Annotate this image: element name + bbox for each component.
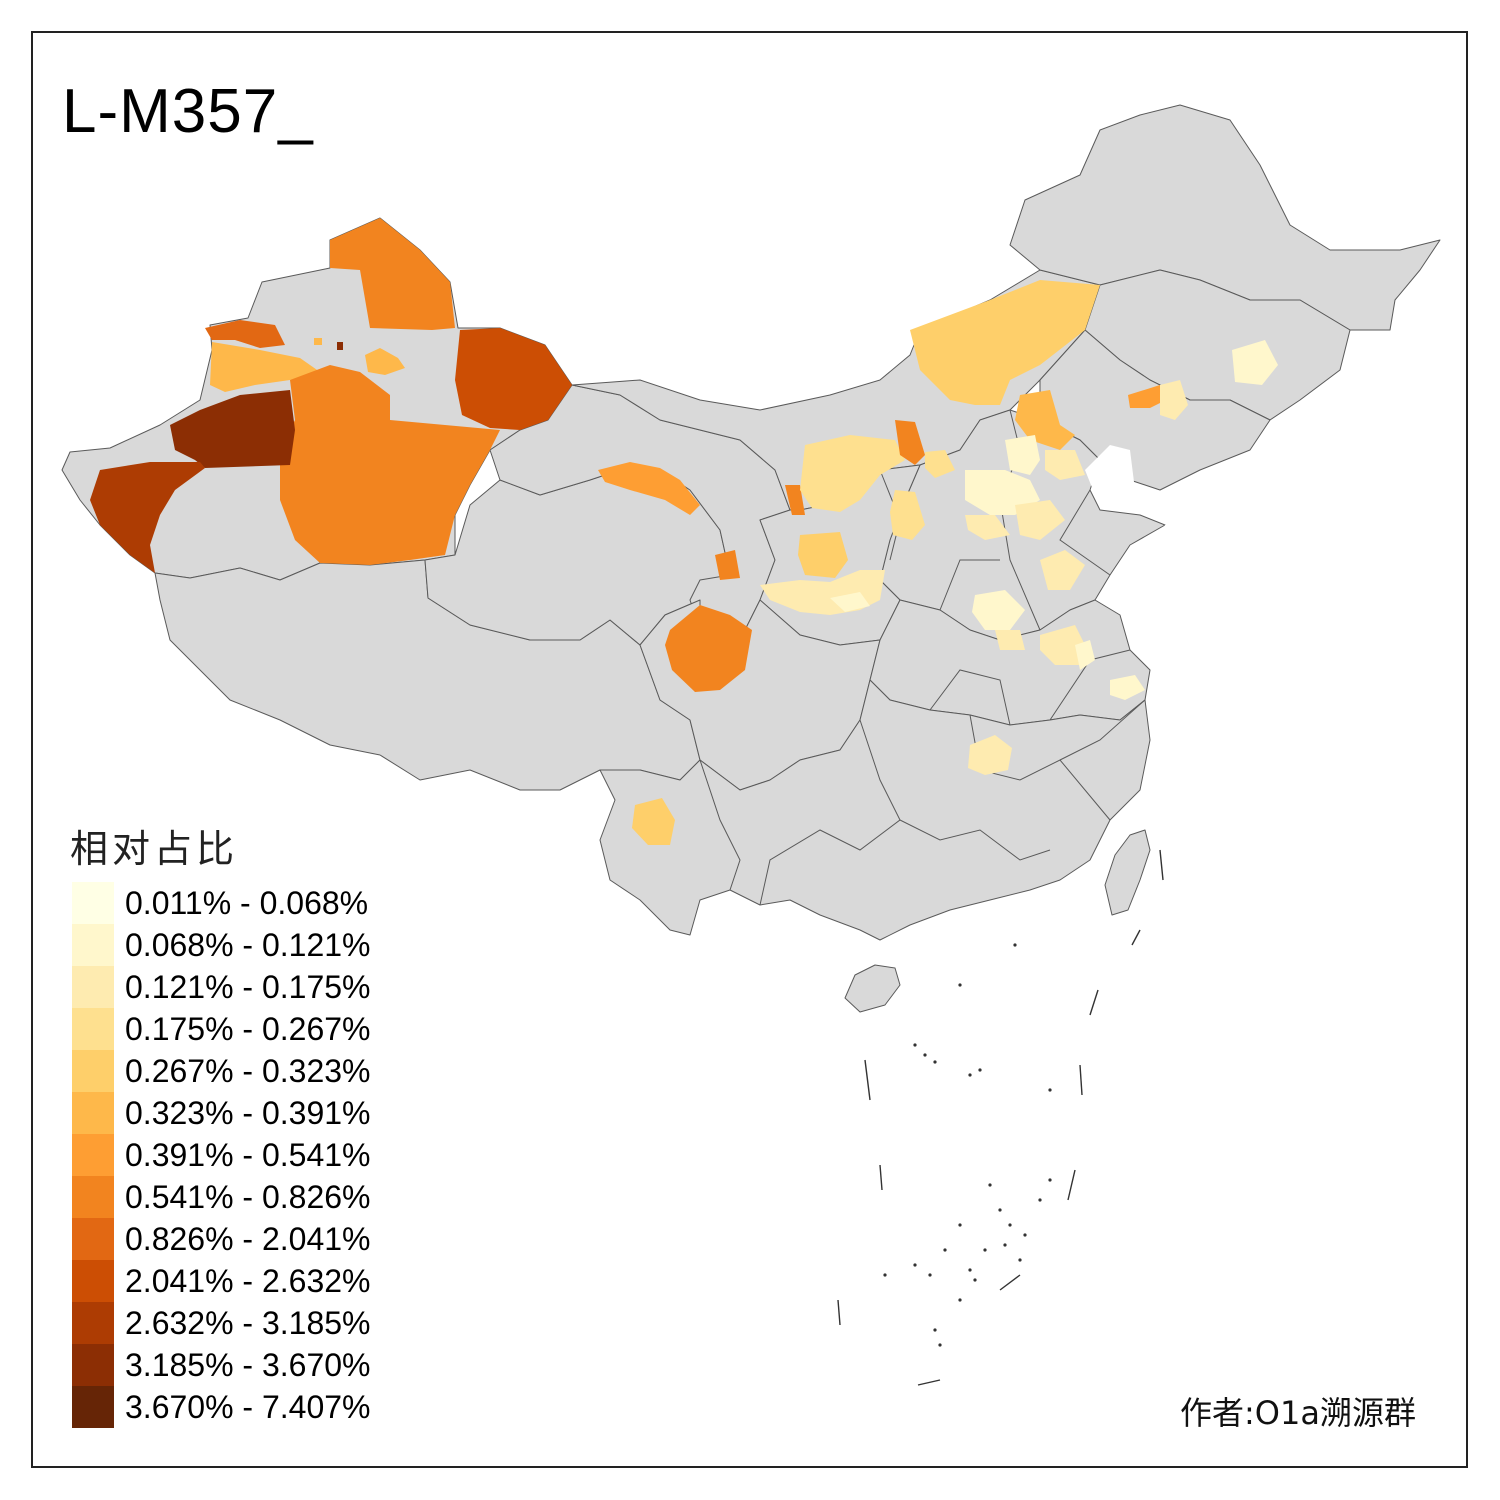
legend-label: 0.175% - 0.267% xyxy=(125,1011,371,1047)
bohai-sea xyxy=(1085,445,1135,500)
map-title: L-M357_ xyxy=(62,77,314,146)
legend-swatch xyxy=(72,1302,114,1344)
region-xilingol xyxy=(910,280,1100,405)
region-hengshui xyxy=(1015,500,1065,540)
region-shandong xyxy=(1040,550,1085,590)
legend-swatch xyxy=(72,966,114,1008)
region-yunnan xyxy=(632,798,675,845)
legend-item: 0.011% - 0.068% xyxy=(72,882,412,924)
legend-swatch xyxy=(72,1050,114,1092)
legend-label: 3.185% - 3.670% xyxy=(125,1347,371,1383)
legend-label: 0.068% - 0.121% xyxy=(125,927,371,963)
region-haixi xyxy=(598,462,700,515)
region-jiangsu xyxy=(1075,640,1095,670)
region-tangshan xyxy=(1045,450,1085,480)
legend-swatch xyxy=(72,1218,114,1260)
legend-title: 相对占比 xyxy=(70,827,239,871)
legend-item: 0.068% - 0.121% xyxy=(72,924,412,966)
region-shanxi xyxy=(890,490,925,540)
region-gansu-small xyxy=(785,485,805,515)
legend-item: 3.670% - 7.407% xyxy=(72,1386,412,1428)
legend-label: 0.121% - 0.175% xyxy=(125,969,371,1005)
region-xinyang xyxy=(995,630,1025,650)
region-hunan xyxy=(968,735,1012,775)
legend-item: 0.175% - 0.267% xyxy=(72,1008,412,1050)
region-hohhot xyxy=(895,420,925,465)
region-shenyang xyxy=(1160,380,1188,420)
legend-item: 0.391% - 0.541% xyxy=(72,1134,412,1176)
region-xian xyxy=(830,592,870,612)
region-yanan xyxy=(798,532,848,578)
legend-swatch xyxy=(72,1386,114,1428)
legend-swatch xyxy=(72,882,114,924)
region-dingxi xyxy=(715,550,740,580)
region-shihezi xyxy=(365,348,405,375)
region-tiny2 xyxy=(314,338,322,345)
region-ordos xyxy=(800,435,905,512)
legend-label: 0.267% - 0.323% xyxy=(125,1053,371,1089)
author-credit: 作者:O1a溯源群 xyxy=(1180,1394,1416,1432)
region-shanghai xyxy=(1110,675,1145,700)
region-yili xyxy=(210,342,320,392)
legend-label: 0.826% - 2.041% xyxy=(125,1221,371,1257)
legend-label: 0.323% - 0.391% xyxy=(125,1095,371,1131)
legend-label: 0.011% - 0.068% xyxy=(125,885,369,921)
legend-label: 0.391% - 0.541% xyxy=(125,1137,371,1173)
province-hainan xyxy=(844,964,901,1013)
base-map xyxy=(61,104,1441,1013)
region-tiny xyxy=(337,342,343,350)
region-beijing xyxy=(1005,435,1040,475)
yellow-sea-coast xyxy=(1130,525,1200,620)
legend-label: 0.541% - 0.826% xyxy=(125,1179,371,1215)
region-bortala xyxy=(205,320,285,348)
legend-label: 2.632% - 3.185% xyxy=(125,1305,371,1341)
legend-swatch xyxy=(72,1260,114,1302)
province-taiwan xyxy=(1104,829,1151,916)
legend-item: 2.632% - 3.185% xyxy=(72,1302,412,1344)
region-hami xyxy=(455,328,572,430)
region-jilin xyxy=(1232,340,1278,385)
region-ganzi xyxy=(665,605,752,692)
region-kashgar xyxy=(90,462,205,573)
legend-item: 0.826% - 2.041% xyxy=(72,1218,412,1260)
region-shijiazhuang xyxy=(965,515,1010,540)
legend-item: 0.121% - 0.175% xyxy=(72,966,412,1008)
legend-item: 3.185% - 3.670% xyxy=(72,1344,412,1386)
sea-cutouts xyxy=(1085,445,1200,620)
region-hebei-1 xyxy=(965,470,1040,515)
legend-label: 3.670% - 7.407% xyxy=(125,1389,371,1425)
map-frame xyxy=(31,31,1468,1468)
legend-item: 2.041% - 2.632% xyxy=(72,1260,412,1302)
region-zhangjiakou xyxy=(925,450,955,478)
region-fuxin xyxy=(1128,385,1170,408)
legend-swatch xyxy=(72,1344,114,1386)
islands xyxy=(837,849,1164,1386)
legend-item: 0.541% - 0.826% xyxy=(72,1176,412,1218)
legend-swatch xyxy=(72,924,114,966)
region-anhui xyxy=(1040,625,1085,665)
legend-item: 0.323% - 0.391% xyxy=(72,1092,412,1134)
region-chifeng xyxy=(1015,390,1075,450)
region-altay xyxy=(330,218,455,330)
region-henan xyxy=(972,590,1025,630)
legend-swatch xyxy=(72,1134,114,1176)
region-bayingolin xyxy=(280,365,500,565)
legend-swatch xyxy=(72,1176,114,1218)
legend-swatch xyxy=(72,1092,114,1134)
region-aksu xyxy=(170,390,295,468)
legend-item: 0.267% - 0.323% xyxy=(72,1050,412,1092)
data-regions xyxy=(90,218,1278,845)
legend-label: 2.041% - 2.632% xyxy=(125,1263,371,1299)
legend-swatch xyxy=(72,1008,114,1050)
